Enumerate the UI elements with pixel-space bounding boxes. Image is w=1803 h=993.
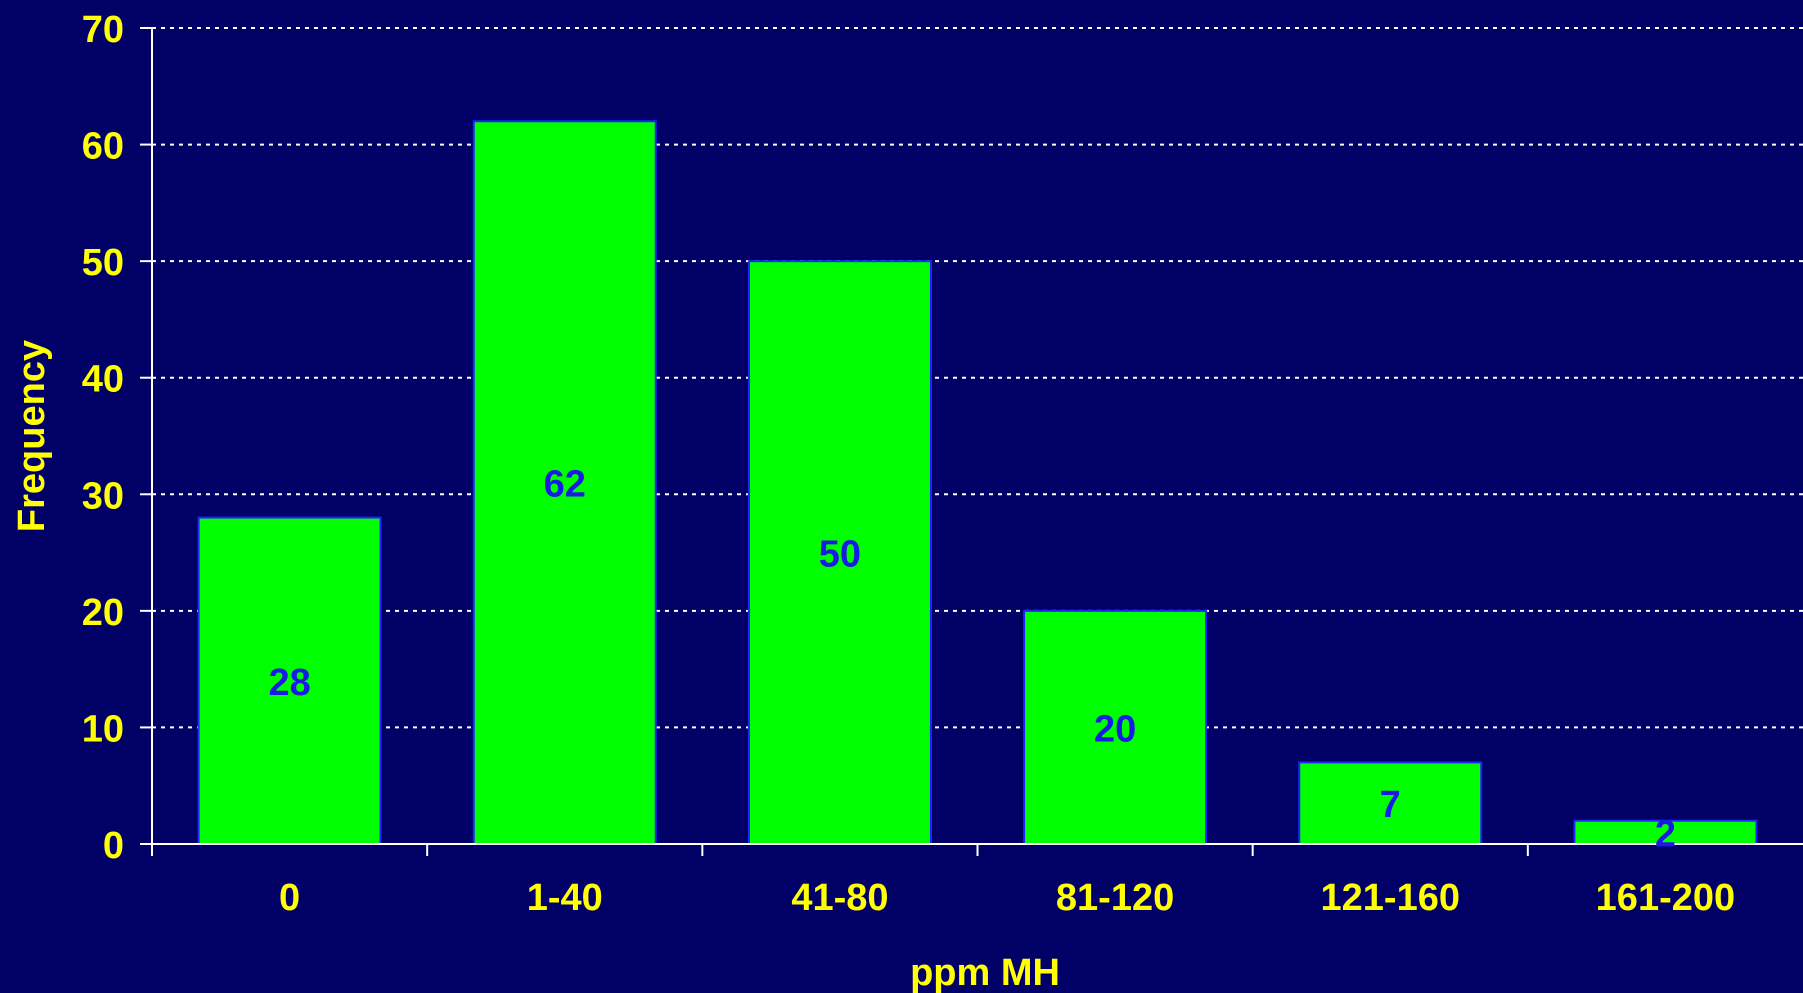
- y-tick-label: 40: [82, 359, 124, 401]
- bar-value-label: 2: [1655, 813, 1676, 855]
- x-tick-label: 1-40: [527, 877, 603, 919]
- axes: [140, 27, 1803, 856]
- x-tick-label: 41-80: [791, 877, 888, 919]
- bar: [1023, 609, 1208, 845]
- bar-value-label: 7: [1380, 784, 1401, 826]
- bars: [197, 120, 1758, 846]
- y-tick-label: 30: [82, 475, 124, 517]
- y-tick-label: 0: [103, 825, 124, 867]
- bar-value-label: 28: [268, 662, 310, 704]
- y-tick-label: 50: [82, 242, 124, 284]
- x-tick-label: 0: [279, 877, 300, 919]
- bar-value-label: 20: [1094, 708, 1136, 750]
- y-tick-label: 70: [82, 9, 124, 51]
- x-tick-label: 81-120: [1056, 877, 1174, 919]
- x-axis-title: ppm MH: [910, 952, 1060, 993]
- y-axis-title: Frequency: [11, 340, 53, 532]
- bar: [747, 260, 932, 845]
- bar: [197, 516, 382, 845]
- y-tick-label: 60: [82, 126, 124, 168]
- bar-value-label: 50: [819, 534, 861, 576]
- y-tick-label: 10: [82, 708, 124, 750]
- x-tick-label: 161-200: [1596, 877, 1735, 919]
- x-tick-label: 121-160: [1321, 877, 1460, 919]
- bar: [472, 120, 657, 845]
- y-tick-label: 20: [82, 592, 124, 634]
- bar-value-label: 62: [544, 464, 586, 506]
